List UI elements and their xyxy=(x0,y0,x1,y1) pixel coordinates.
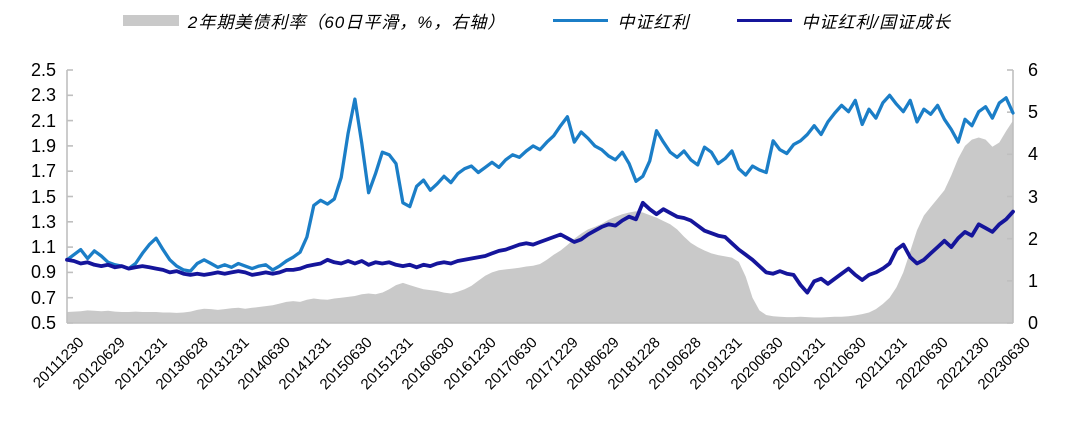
y-left-tick-label: 1.5 xyxy=(30,186,56,207)
legend-label-dividend-growth-ratio: 中证红利/国证成长 xyxy=(801,13,952,32)
y-left-tick-label: 0.9 xyxy=(30,262,56,283)
y-left-tick-label: 1.3 xyxy=(30,211,56,232)
line-swatch-icon xyxy=(737,19,793,22)
legend-item-us2y: 2年期美债利率（60日平滑，%，右轴） xyxy=(122,8,506,33)
chart-legend: 2年期美债利率（60日平滑，%，右轴） 中证红利 中证红利/国证成长 xyxy=(0,8,1074,33)
legend-label-us2y: 2年期美债利率（60日平滑，%，右轴） xyxy=(187,13,506,32)
y-right-tick-label: 6 xyxy=(1028,60,1039,80)
y-left-tick-label: 2.5 xyxy=(30,60,56,80)
area-series xyxy=(67,120,1013,323)
line-series xyxy=(65,93,1015,273)
y-left-tick-label: 2.1 xyxy=(30,110,56,131)
y-left-tick-label: 2.3 xyxy=(30,85,56,106)
y-right-tick-label: 5 xyxy=(1028,102,1039,123)
legend-item-dividend-growth-ratio: 中证红利/国证成长 xyxy=(737,8,951,33)
y-left-tick-label: 0.5 xyxy=(30,313,56,333)
y-right-tick-label: 0 xyxy=(1028,313,1039,333)
line-series xyxy=(65,200,1015,295)
y-left-tick-label: 0.7 xyxy=(30,287,56,308)
y-left-tick-label: 1.9 xyxy=(30,135,56,156)
y-left-tick-label: 1.1 xyxy=(30,237,56,258)
area-swatch-icon xyxy=(122,15,179,26)
legend-item-csi-dividend: 中证红利 xyxy=(553,8,689,33)
y-right-tick-label: 2 xyxy=(1028,228,1039,249)
y-right-tick-label: 1 xyxy=(1028,270,1039,291)
y-right-tick-label: 4 xyxy=(1028,144,1039,165)
y-left-tick-label: 1.7 xyxy=(30,161,56,182)
legend-label-csi-dividend: 中证红利 xyxy=(617,13,690,32)
y-right-tick-label: 3 xyxy=(1028,186,1039,207)
line-swatch-icon xyxy=(553,19,609,22)
